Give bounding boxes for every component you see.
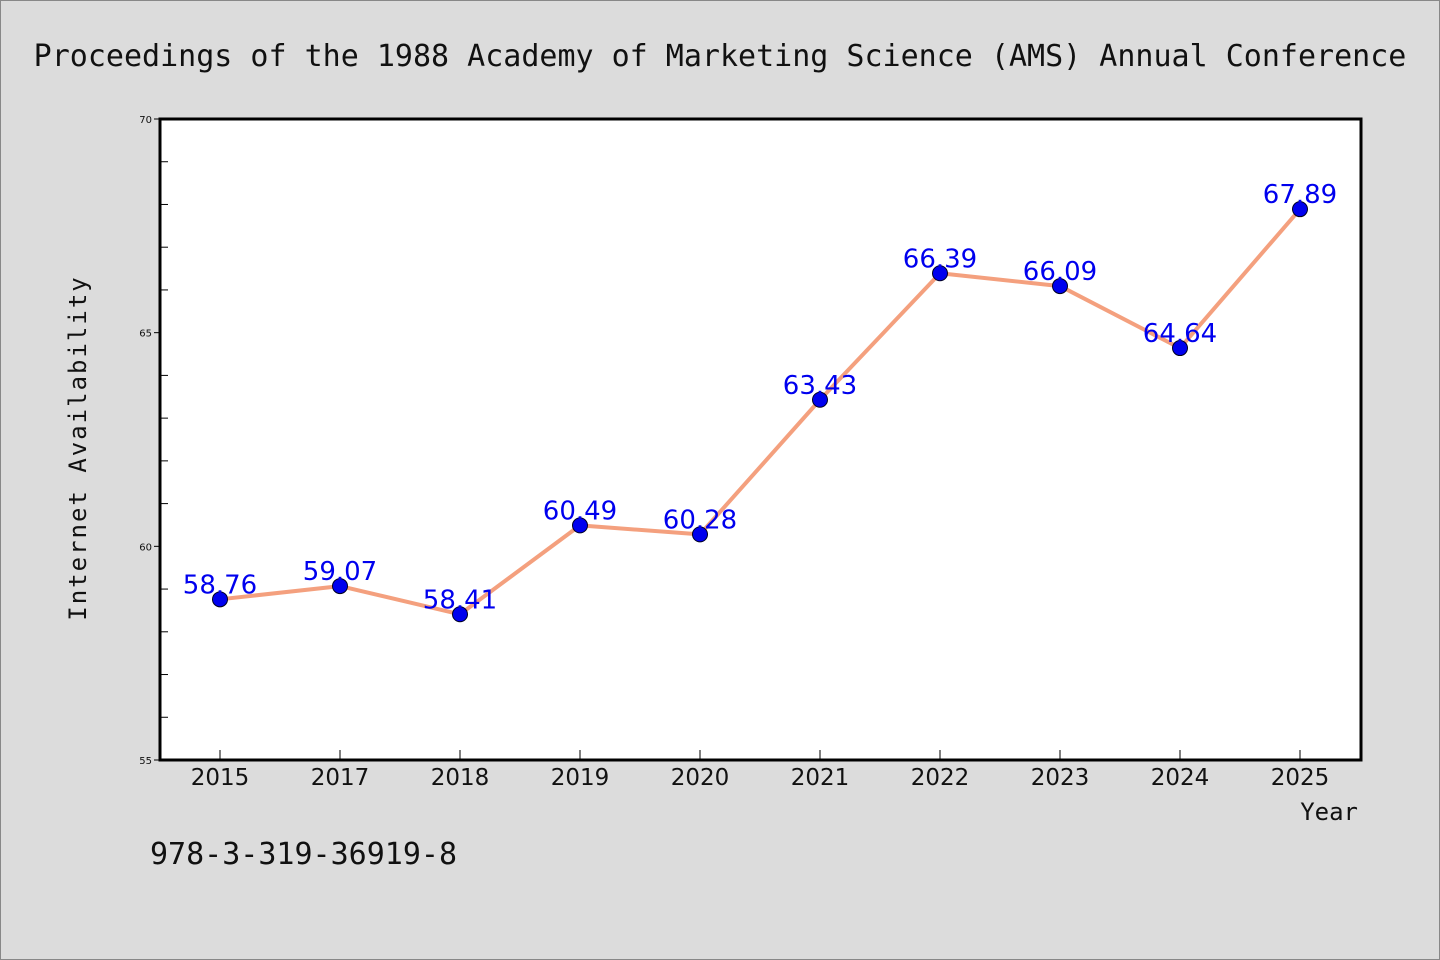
- isbn-text: 978-3-319-36919-8: [150, 837, 457, 872]
- data-point: [212, 591, 228, 608]
- data-label: 60.28: [663, 505, 737, 535]
- data-point: [332, 578, 348, 595]
- data-label: 67.89: [1263, 180, 1337, 210]
- x-tick-label: 2022: [911, 765, 970, 791]
- x-tick-label: 2020: [671, 765, 730, 791]
- y-tick-label: 70: [139, 115, 152, 126]
- data-point: [1172, 340, 1188, 357]
- data-label: 63.43: [783, 371, 857, 401]
- data-label: 58.76: [183, 570, 257, 600]
- y-tick-label: 60: [139, 542, 152, 553]
- series-line: [219, 207, 1302, 617]
- data-label: 59.07: [303, 557, 377, 587]
- y-tick-label: 55: [139, 756, 152, 767]
- data-label: 64.64: [1143, 319, 1217, 349]
- y-tick-label: 65: [139, 329, 152, 340]
- plot-frame: [158, 117, 1363, 762]
- chart-title: Proceedings of the 1988 Academy of Marke…: [34, 39, 1407, 74]
- x-tick-label: 2025: [1271, 765, 1330, 791]
- data-point: [692, 526, 708, 543]
- x-tick-label: 2024: [1151, 765, 1210, 791]
- data-label: 66.09: [1023, 257, 1097, 287]
- y-axis-label: Internet Availability: [64, 275, 92, 620]
- data-label: 60.49: [543, 496, 617, 526]
- x-axis-label: Year: [1300, 798, 1358, 826]
- data-point: [572, 517, 588, 534]
- data-label-layer: 58.76 59.07 58.41 60.49 60.28 63.43 66.39 66.09…: [183, 180, 1337, 615]
- x-tick-label: 2023: [1031, 765, 1090, 791]
- x-tick-label: 2015: [191, 765, 250, 791]
- data-label: 58.41: [423, 585, 497, 615]
- data-point: [1292, 201, 1308, 218]
- data-point: [1052, 278, 1068, 295]
- x-axis: 2015 2017 2018 2019 2020 2021 2022 2023 2024 2025: [191, 750, 1330, 791]
- x-tick-label: 2019: [551, 765, 610, 791]
- x-tick-label: 2021: [791, 765, 850, 791]
- series-layer: [212, 201, 1308, 623]
- data-point: [452, 606, 468, 623]
- plot-area: [160, 119, 1361, 760]
- data-point: [812, 391, 828, 408]
- x-tick-label: 2017: [311, 765, 370, 791]
- data-label: 66.39: [903, 244, 977, 274]
- x-tick-label: 2018: [431, 765, 490, 791]
- data-point: [932, 265, 948, 282]
